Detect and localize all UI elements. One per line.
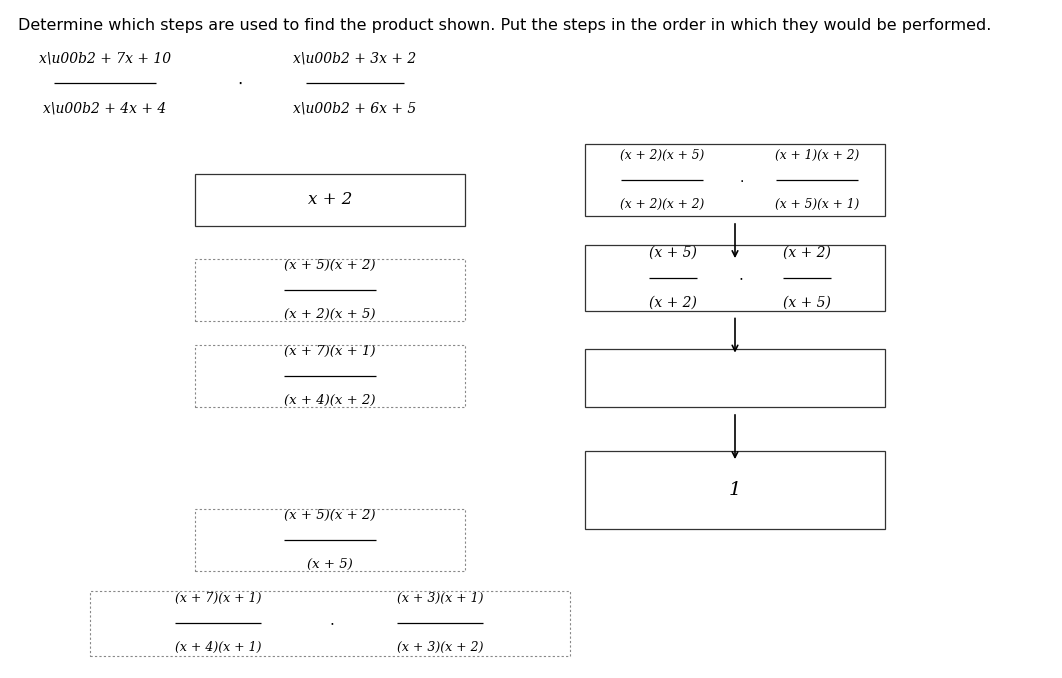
Text: x + 2: x + 2 <box>308 191 353 209</box>
Text: x\u00b2 + 7x + 10: x\u00b2 + 7x + 10 <box>39 51 171 65</box>
Bar <box>585 245 885 311</box>
Text: (x + 7)(x + 1): (x + 7)(x + 1) <box>285 345 376 358</box>
Text: $\cdot$: $\cdot$ <box>329 616 335 631</box>
Text: (x + 7)(x + 1): (x + 7)(x + 1) <box>175 592 261 605</box>
Text: $\cdot$: $\cdot$ <box>738 271 743 285</box>
Text: (x + 2)(x + 5): (x + 2)(x + 5) <box>620 149 704 162</box>
Text: $\cdot$: $\cdot$ <box>738 173 743 187</box>
Text: x\u00b2 + 4x + 4: x\u00b2 + 4x + 4 <box>44 101 167 115</box>
Text: (x + 5)(x + 1): (x + 5)(x + 1) <box>775 198 859 211</box>
Text: (x + 2)(x + 5): (x + 2)(x + 5) <box>285 308 376 321</box>
Text: (x + 1)(x + 2): (x + 1)(x + 2) <box>775 149 859 162</box>
Bar <box>585 451 885 529</box>
Text: x\u00b2 + 6x + 5: x\u00b2 + 6x + 5 <box>293 101 416 115</box>
Text: (x + 4)(x + 1): (x + 4)(x + 1) <box>175 641 261 654</box>
Text: (x + 3)(x + 1): (x + 3)(x + 1) <box>397 592 483 605</box>
Text: Determine which steps are used to find the product shown. Put the steps in the o: Determine which steps are used to find t… <box>18 18 991 33</box>
Text: x\u00b2 + 3x + 2: x\u00b2 + 3x + 2 <box>293 51 416 65</box>
Text: (x + 5): (x + 5) <box>649 246 697 260</box>
Bar <box>195 345 465 407</box>
Text: (x + 4)(x + 2): (x + 4)(x + 2) <box>285 394 376 407</box>
Text: (x + 3)(x + 2): (x + 3)(x + 2) <box>397 641 483 654</box>
Bar <box>195 509 465 571</box>
Bar <box>585 349 885 407</box>
Text: (x + 5)(x + 2): (x + 5)(x + 2) <box>285 509 376 522</box>
Text: (x + 2): (x + 2) <box>649 296 697 310</box>
Text: (x + 2)(x + 2): (x + 2)(x + 2) <box>620 198 704 211</box>
Text: 1: 1 <box>729 481 741 499</box>
Text: (x + 5): (x + 5) <box>783 296 830 310</box>
Bar <box>585 144 885 216</box>
Bar <box>90 591 570 656</box>
Text: $\cdot$: $\cdot$ <box>237 74 243 92</box>
Text: (x + 2): (x + 2) <box>783 246 830 260</box>
Bar <box>195 259 465 321</box>
Text: (x + 5): (x + 5) <box>307 558 353 571</box>
Text: (x + 5)(x + 2): (x + 5)(x + 2) <box>285 259 376 272</box>
Bar <box>195 174 465 226</box>
